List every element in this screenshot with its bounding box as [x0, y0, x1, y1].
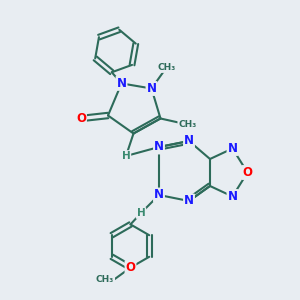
Text: CH₃: CH₃	[158, 63, 175, 72]
Text: CH₃: CH₃	[96, 275, 114, 284]
Text: N: N	[227, 142, 238, 155]
Text: N: N	[184, 194, 194, 208]
Text: O: O	[76, 112, 86, 125]
Text: N: N	[154, 140, 164, 154]
Text: H: H	[136, 208, 146, 218]
Text: N: N	[154, 188, 164, 202]
Text: N: N	[146, 82, 157, 95]
Text: O: O	[125, 261, 136, 274]
Text: CH₃: CH₃	[178, 120, 196, 129]
Text: N: N	[116, 77, 127, 90]
Text: O: O	[242, 166, 253, 179]
Text: H: H	[122, 151, 130, 161]
Text: N: N	[184, 134, 194, 148]
Text: N: N	[227, 190, 238, 203]
